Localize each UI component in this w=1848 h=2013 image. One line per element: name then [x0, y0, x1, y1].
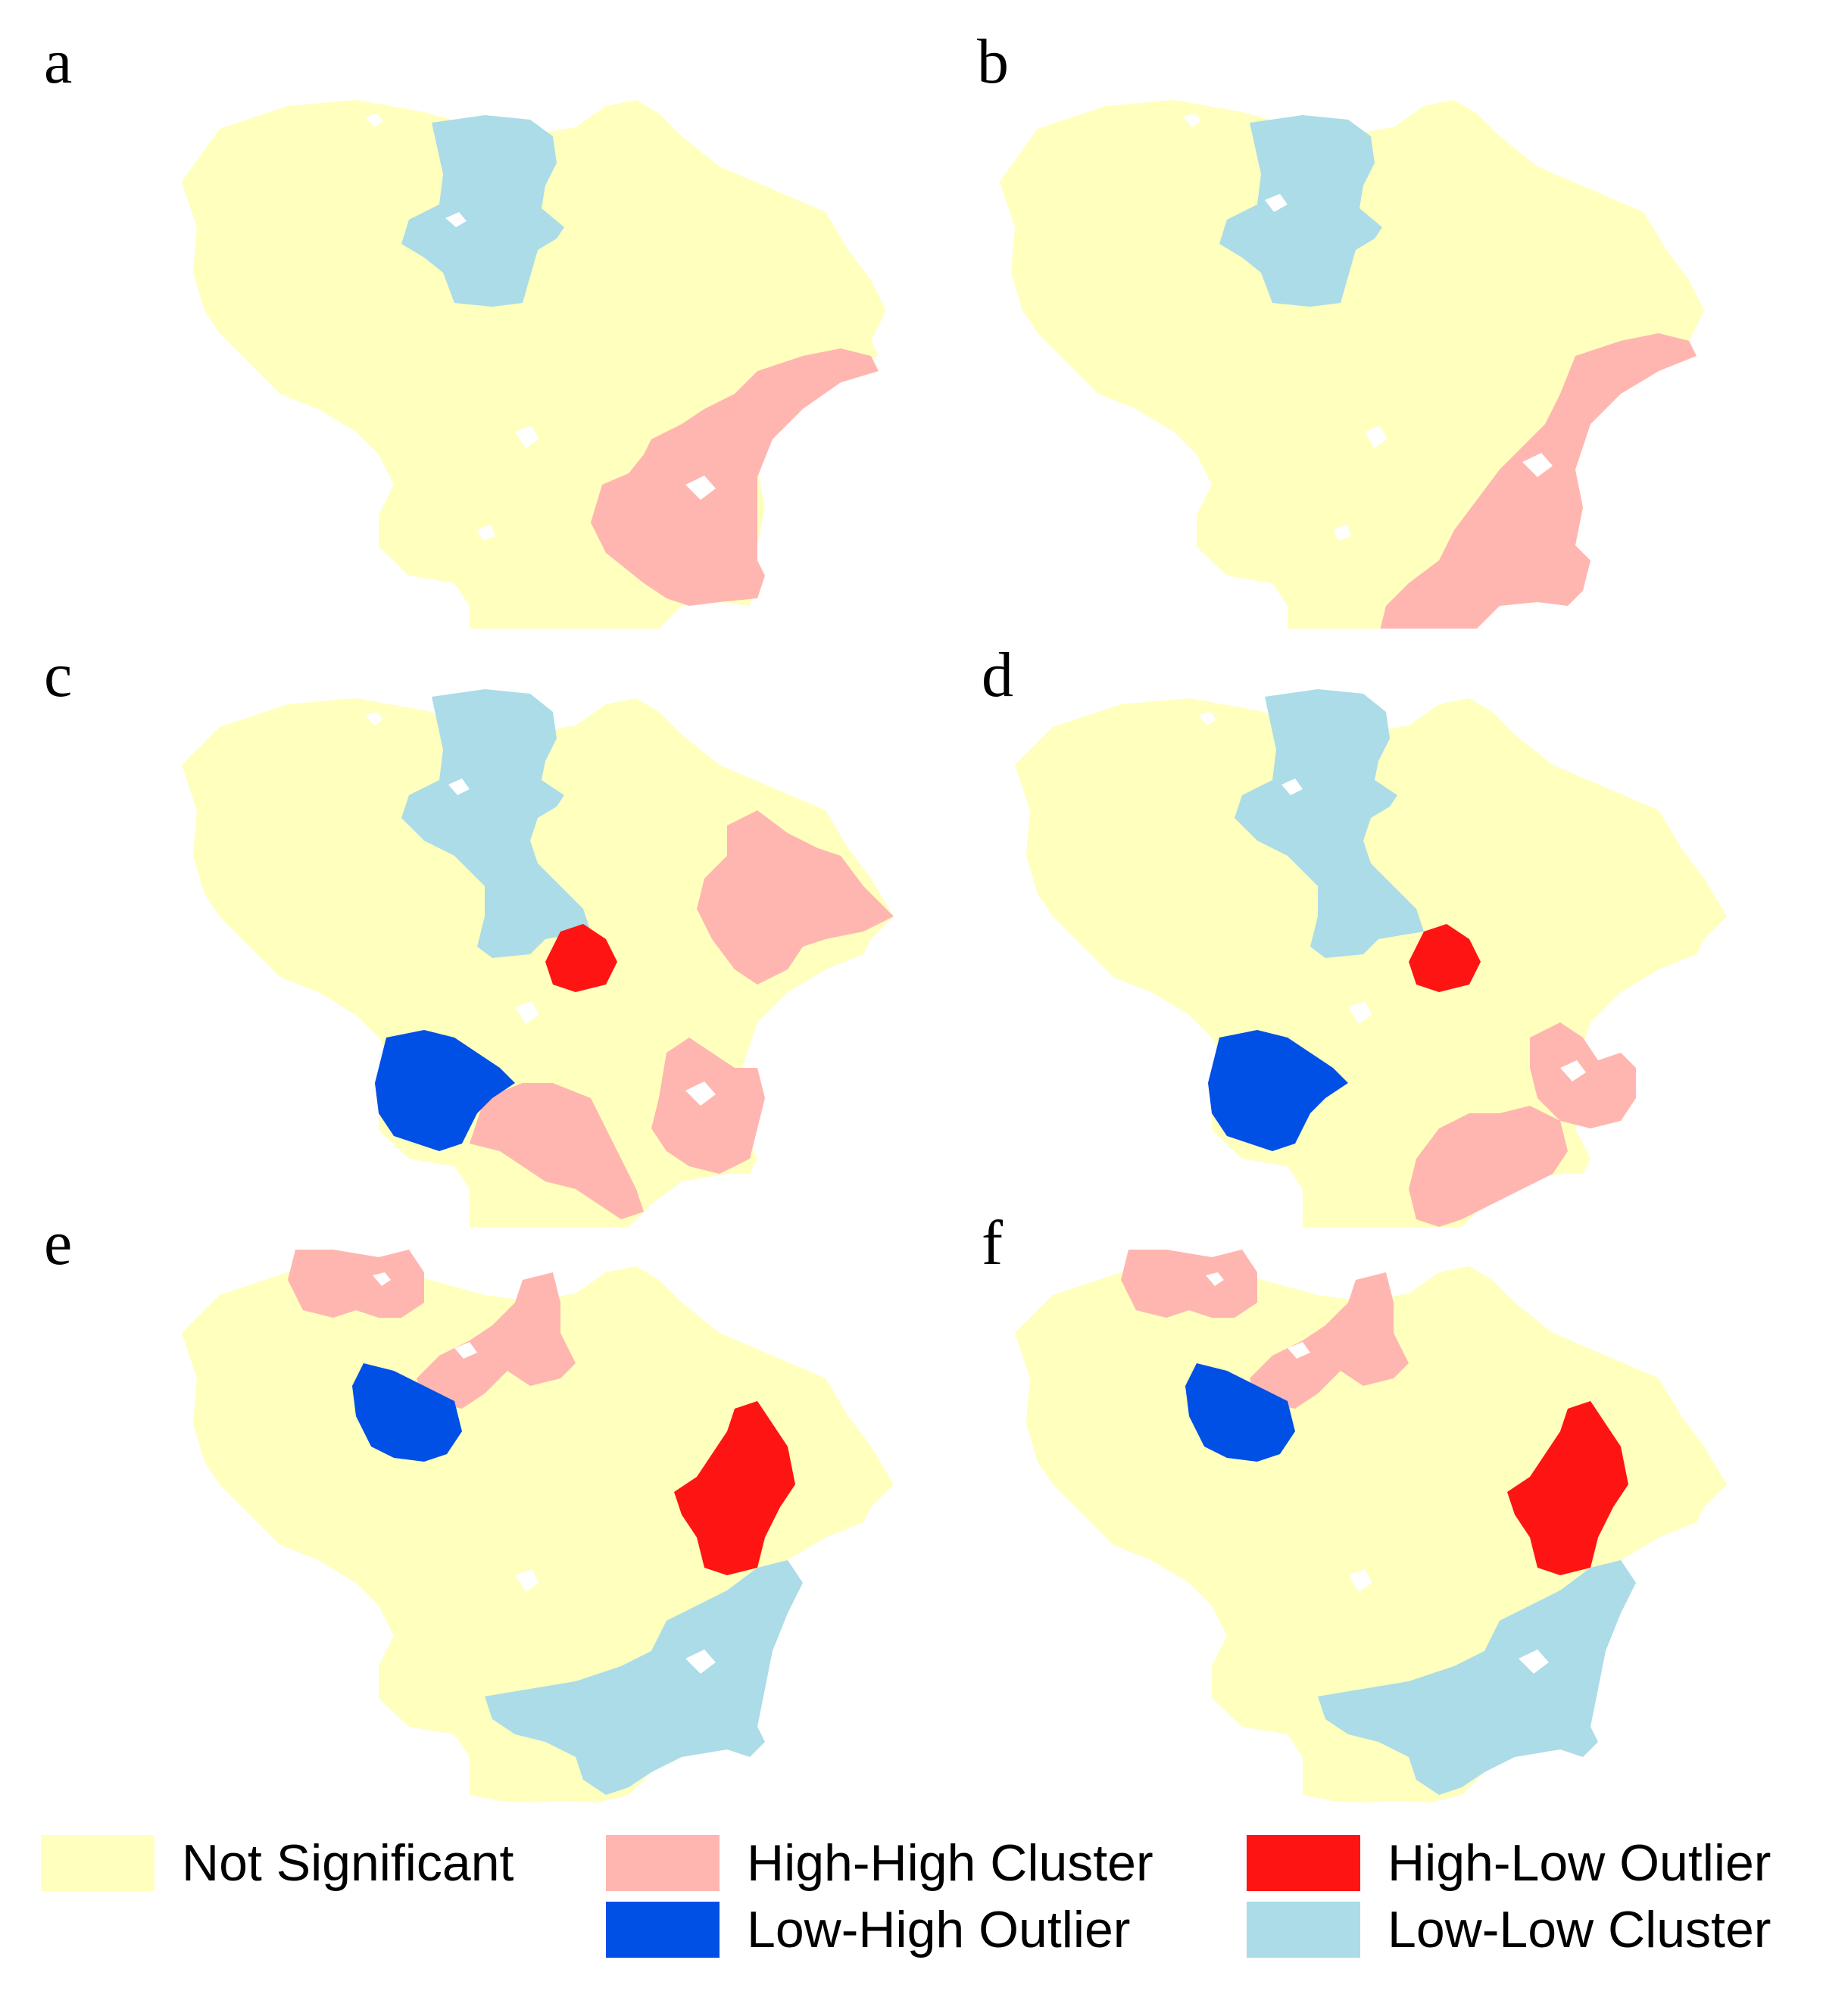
hole-2 — [1288, 1342, 1310, 1359]
legend-swatch-low-low — [1247, 1902, 1360, 1958]
map-panel-f: f — [924, 1197, 1848, 1818]
panel-label-e: e — [44, 1208, 73, 1278]
map-panel-c: c — [0, 629, 924, 1227]
hole-3 — [1348, 1001, 1372, 1024]
region-low-high — [352, 1363, 462, 1462]
hole-5 — [685, 476, 716, 500]
hole-3 — [1348, 1569, 1372, 1592]
panel-label-d: d — [982, 640, 1013, 710]
hole-1 — [365, 712, 383, 726]
choropleth-map-c — [182, 689, 894, 1227]
legend-label-low-low: Low-Low Cluster — [1388, 1901, 1772, 1958]
legend-label-low-high: Low-High Outlier — [747, 1901, 1131, 1958]
hole-1 — [1206, 1272, 1224, 1286]
hole-3 — [515, 1001, 539, 1024]
region-high-high-2 — [417, 1272, 576, 1409]
legend-label-high-low: High-Low Outlier — [1388, 1834, 1772, 1892]
region-high-low — [1409, 924, 1481, 992]
region-high-high-1 — [697, 810, 894, 985]
region-high-high-2 — [651, 1038, 765, 1174]
region-low-high — [1185, 1363, 1295, 1462]
legend-swatch-high-low — [1247, 1835, 1360, 1891]
region-low-low — [1219, 115, 1382, 307]
panel-label-b: b — [977, 27, 1009, 97]
hole-4 — [1560, 1060, 1586, 1081]
hole-3 — [515, 426, 539, 448]
region-high-high-2 — [1409, 1106, 1568, 1227]
hole-5 — [1522, 453, 1553, 477]
legend-label-not-significant: Not Significant — [182, 1834, 514, 1892]
region-low-low — [1235, 689, 1424, 958]
region-high-high — [1380, 333, 1697, 629]
hole-2 — [448, 779, 470, 795]
legend-label-high-high: High-High Cluster — [747, 1834, 1153, 1892]
legend-item-high-high: High-High Cluster — [606, 1833, 1153, 1893]
choropleth-map-f — [1015, 1250, 1727, 1802]
map-panel-a: a — [0, 0, 924, 629]
region-high-high-1 — [1121, 1250, 1257, 1318]
region-low-low — [401, 689, 591, 958]
legend-swatch-low-high — [606, 1902, 720, 1958]
hole-2 — [1265, 194, 1288, 212]
panel-label-a: a — [44, 27, 73, 97]
choropleth-map-e — [182, 1250, 894, 1802]
region-low-high — [375, 1030, 515, 1151]
hole-4 — [685, 1649, 716, 1674]
hole-2 — [445, 212, 467, 227]
region-high-high-2 — [1250, 1272, 1409, 1409]
choropleth-map-b — [1000, 100, 1704, 629]
legend-item-low-high: Low-High Outlier — [606, 1899, 1130, 1960]
hole-3 — [515, 1569, 539, 1592]
legend-swatch-not-significant — [41, 1835, 155, 1891]
hole-1 — [373, 1272, 391, 1286]
region-low-low — [485, 1560, 803, 1795]
choropleth-map-d — [1015, 689, 1727, 1227]
region-low-low — [1318, 1560, 1636, 1795]
region-high-high-3 — [470, 1083, 644, 1219]
hole-4 — [477, 524, 495, 541]
hole-2 — [454, 1342, 477, 1359]
legend-item-not-significant: Not Significant — [41, 1833, 514, 1893]
region-high-low — [545, 924, 617, 992]
choropleth-map-a — [182, 100, 886, 629]
hole-2 — [1281, 779, 1303, 795]
region-high-low — [674, 1401, 795, 1575]
region-high-high-1 — [288, 1250, 424, 1318]
hole-1 — [1183, 114, 1201, 127]
hole-3 — [1365, 426, 1388, 448]
hole-4 — [685, 1081, 716, 1106]
region-high-low — [1507, 1401, 1628, 1575]
legend-item-high-low: High-Low Outlier — [1247, 1833, 1771, 1893]
hole-1 — [365, 114, 383, 127]
map-panel-e: e — [0, 1197, 924, 1818]
map-panel-b: b — [924, 0, 1848, 629]
map-legend: Not Significant High-High Cluster High-L… — [0, 1818, 1848, 2007]
region-low-high — [1208, 1030, 1348, 1151]
map-panel-d: d — [924, 629, 1848, 1227]
legend-item-low-low: Low-Low Cluster — [1247, 1899, 1771, 1960]
region-high-high — [591, 348, 879, 606]
hole-4 — [1519, 1649, 1549, 1674]
hole-4 — [1333, 524, 1351, 541]
hole-1 — [1198, 712, 1216, 726]
region-high-high-1 — [1530, 1022, 1636, 1128]
legend-swatch-high-high — [606, 1835, 720, 1891]
region-low-low — [401, 115, 564, 307]
panel-label-f: f — [982, 1208, 1003, 1278]
panel-label-c: c — [44, 640, 73, 710]
